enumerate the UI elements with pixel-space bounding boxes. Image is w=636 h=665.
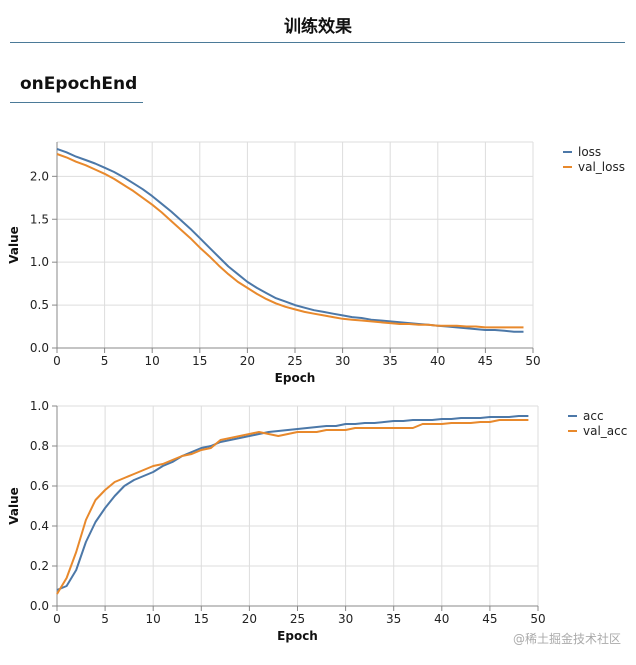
page-title: 训练效果 <box>284 17 352 37</box>
x-tick-label: 10 <box>146 612 161 626</box>
chart-0-grid <box>56 141 534 349</box>
tab-label: onEpochEnd <box>20 74 138 94</box>
legend-label-val-loss: val_loss <box>578 160 625 174</box>
x-tick-label: 0 <box>53 612 61 626</box>
x-tick-label: 45 <box>478 354 493 368</box>
y-tick-label: 0.2 <box>30 559 49 573</box>
x-tick-label: 20 <box>242 612 257 626</box>
x-tick-label: 5 <box>101 612 109 626</box>
title-divider <box>10 42 625 43</box>
tab-on-epoch-end[interactable]: onEpochEnd <box>10 74 143 103</box>
x-axis-title: Epoch <box>275 371 316 385</box>
y-tick-label: 0.5 <box>30 298 49 312</box>
series-line-val-acc <box>56 419 529 595</box>
y-tick-label: 1.0 <box>30 399 49 413</box>
loss-chart: 0 5 10 15 20 25 30 35 40 45 50 0.0 0.5 1.0 1.5 2.0 Epoch… <box>7 141 625 385</box>
y-axis-title: Value <box>7 487 21 525</box>
x-tick-label: 40 <box>430 354 445 368</box>
x-tick-label: 25 <box>290 612 305 626</box>
y-tick-label: 0.6 <box>30 479 49 493</box>
x-tick-label: 0 <box>53 354 61 368</box>
x-tick-label: 5 <box>101 354 109 368</box>
legend-label-loss: loss <box>578 145 601 159</box>
legend-label-val-acc: val_acc <box>583 424 627 438</box>
x-axis-title: Epoch <box>277 629 318 643</box>
series-line-val-loss <box>56 153 524 329</box>
x-tick-label: 40 <box>434 612 449 626</box>
y-tick-label: 0.0 <box>30 341 49 355</box>
watermark: @稀土掘金技术社区 <box>512 632 621 646</box>
x-tick-label: 15 <box>192 354 207 368</box>
y-tick-label: 2.0 <box>30 169 49 183</box>
y-axis-title: Value <box>7 226 21 264</box>
x-tick-label: 35 <box>383 354 398 368</box>
series-line-acc <box>56 415 529 591</box>
x-tick-label: 10 <box>145 354 160 368</box>
x-tick-label: 45 <box>482 612 497 626</box>
y-tick-label: 1.5 <box>30 212 49 226</box>
chart-1-grid <box>56 405 539 607</box>
y-tick-label: 1.0 <box>30 255 49 269</box>
x-tick-label: 50 <box>530 612 545 626</box>
accuracy-chart: 0 5 10 15 20 25 30 35 40 45 50 0.0 0.2 0.4 0.6 0.8 1.0 Ep… <box>7 399 627 643</box>
x-tick-label: 20 <box>240 354 255 368</box>
y-tick-label: 0.0 <box>30 599 49 613</box>
legend-label-acc: acc <box>583 409 604 423</box>
x-tick-label: 25 <box>287 354 302 368</box>
y-tick-label: 0.8 <box>30 439 49 453</box>
x-tick-label: 30 <box>335 354 350 368</box>
x-tick-label: 50 <box>525 354 540 368</box>
x-tick-label: 15 <box>194 612 209 626</box>
y-tick-label: 0.4 <box>30 519 49 533</box>
x-tick-label: 30 <box>338 612 353 626</box>
x-tick-label: 35 <box>386 612 401 626</box>
